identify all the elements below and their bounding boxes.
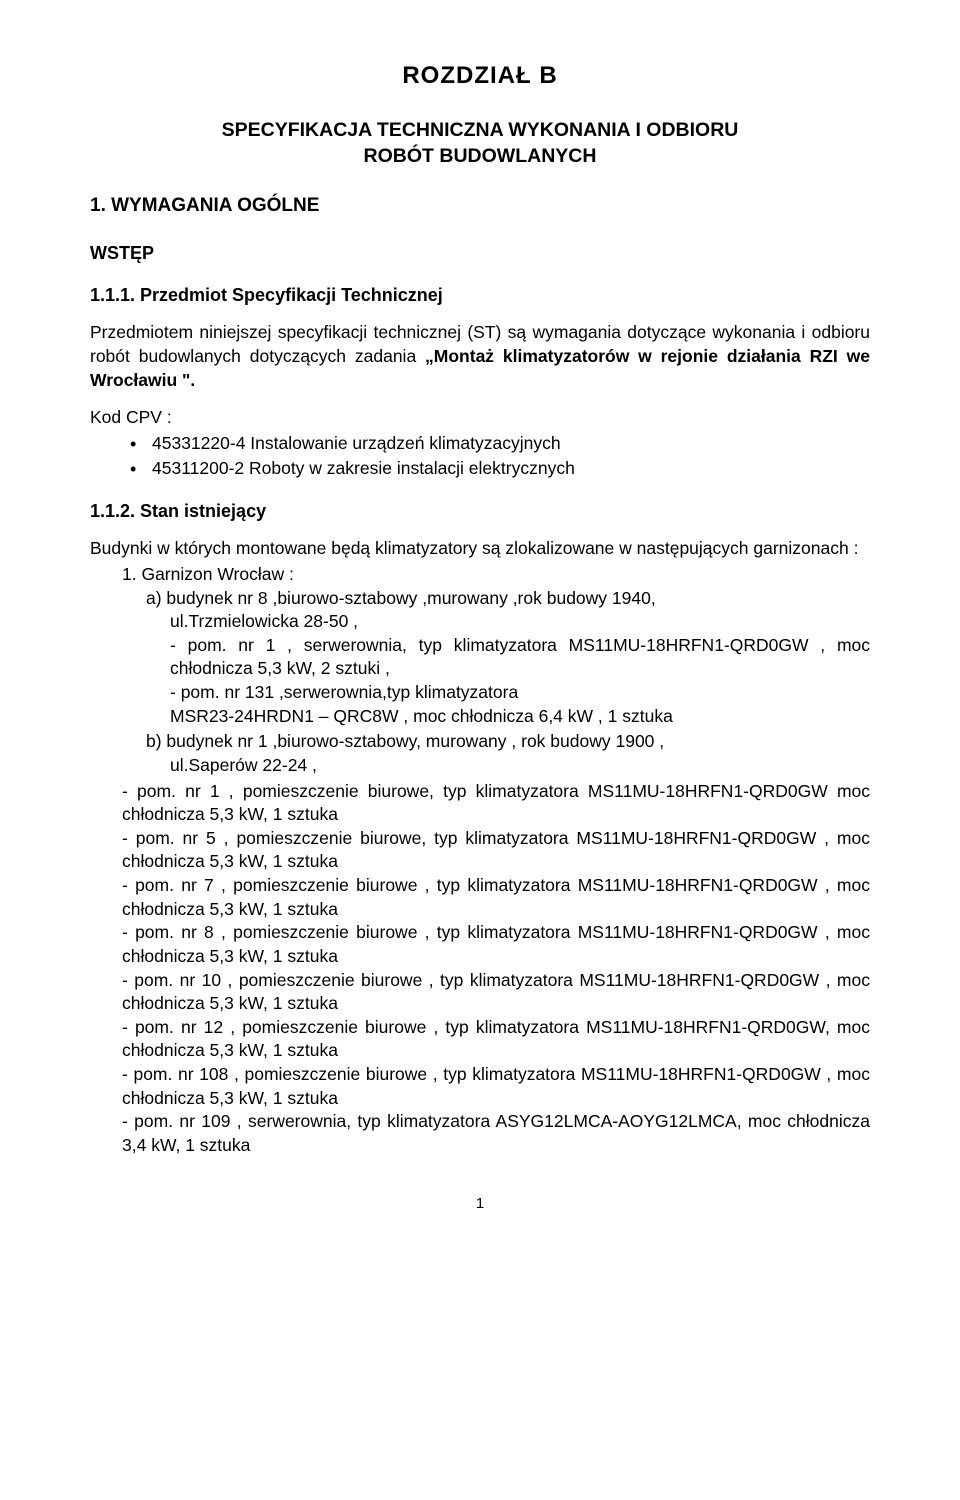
pom-item: - pom. nr 5 , pomieszczenie biurowe, typ… — [122, 827, 870, 874]
building-list: a) budynek nr 8 ,biurowo-sztabowy ,murow… — [122, 587, 870, 778]
cpv-item: 45311200-2 Roboty w zakresie instalacji … — [130, 457, 870, 481]
wstep-label: WSTĘP — [90, 241, 870, 265]
spec-title-line2: ROBÓT BUDOWLANYCH — [364, 145, 597, 167]
building-b-street: ul.Saperów 22-24 , — [170, 754, 870, 778]
building-b-pom-list: - pom. nr 1 , pomieszczenie biurowe, typ… — [122, 780, 870, 1158]
cpv-item: 45331220-4 Instalowanie urządzeń klimaty… — [130, 432, 870, 456]
page-number: 1 — [90, 1194, 870, 1214]
pom-item: - pom. nr 12 , pomieszczenie biurowe , t… — [122, 1016, 870, 1063]
garrison-list: 1. Garnizon Wrocław : a) budynek nr 8 ,b… — [90, 563, 870, 1158]
chapter-title: ROZDZIAŁ B — [90, 60, 870, 92]
spec-title: SPECYFIKACJA TECHNICZNA WYKONANIA I ODBI… — [90, 118, 870, 169]
garrison-1-label: 1. Garnizon Wrocław : — [122, 563, 870, 587]
pom-item: - pom. nr 131 ,serwerownia,typ klimatyza… — [170, 681, 870, 705]
pom-item: - pom. nr 108 , pomieszczenie biurowe , … — [122, 1063, 870, 1110]
subsection-1-1-2-label: 1.1.2. Stan istniejący — [90, 499, 870, 523]
pom-item: - pom. nr 1 , pomieszczenie biurowe, typ… — [122, 780, 870, 827]
pom-item: - pom. nr 8 , pomieszczenie biurowe , ty… — [122, 921, 870, 968]
pom-item: - pom. nr 109 , serwerownia, typ klimaty… — [122, 1110, 870, 1157]
building-b-label: b) budynek nr 1 ,biurowo-sztabowy, murow… — [146, 730, 870, 754]
cpv-label: Kod CPV : — [90, 406, 870, 430]
pom-item-cont: MSR23-24HRDN1 – QRC8W , moc chłodnicza 6… — [170, 705, 870, 729]
subsection-1-1-1-label: 1.1.1. Przedmiot Specyfikacji Techniczne… — [90, 283, 870, 307]
spec-title-line1: SPECYFIKACJA TECHNICZNA WYKONANIA I ODBI… — [222, 119, 739, 141]
pom-item: - pom. nr 7 , pomieszczenie biurowe , ty… — [122, 874, 870, 921]
subsection-1-1-1-paragraph: Przedmiotem niniejszej specyfikacji tech… — [90, 321, 870, 392]
building-a-street: ul.Trzmielowicka 28-50 , — [170, 610, 870, 634]
section-1-heading: 1. WYMAGANIA OGÓLNE — [90, 193, 870, 219]
pom-item: - pom. nr 10 , pomieszczenie biurowe , t… — [122, 969, 870, 1016]
building-a-label: a) budynek nr 8 ,biurowo-sztabowy ,murow… — [146, 587, 870, 611]
pom-item: - pom. nr 1 , serwerownia, typ klimatyza… — [170, 634, 870, 681]
cpv-list: 45331220-4 Instalowanie urządzeń klimaty… — [90, 432, 870, 481]
garrison-intro: Budynki w których montowane będą klimaty… — [90, 537, 870, 561]
